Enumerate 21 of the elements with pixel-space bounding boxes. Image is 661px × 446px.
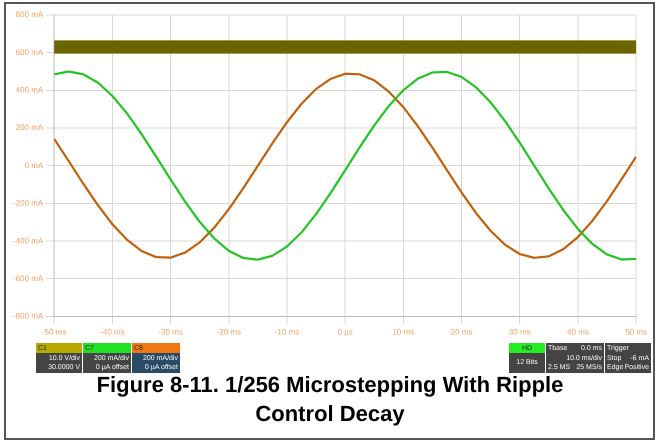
y-tick-label: 600 mA: [16, 48, 44, 57]
text: Figure 8-11. 1/256 Microstepping With Ripple Control Decay: [96, 371, 564, 428]
x-tick-label: 30 ms: [508, 327, 531, 336]
x-tick-label: 10 ms: [392, 327, 414, 336]
y-tick-label: -200 mA: [13, 198, 44, 208]
x-tick-label: 20 ms: [450, 327, 472, 336]
y-tick-label: 0 mA: [24, 160, 44, 170]
y-tick-label: -600 mA: [13, 274, 44, 283]
y-tick-label: 800 mA: [16, 10, 44, 20]
x-tick-label: -10 ms: [274, 327, 300, 336]
x-tick-label: -50 ms: [42, 327, 66, 336]
y-tick-label: 400 mA: [16, 86, 44, 95]
y-tick-label: -400 mA: [13, 236, 44, 246]
x-tick-label: 50 ms: [625, 327, 648, 336]
y-tick-label: 200 mA: [16, 123, 44, 132]
x-tick-label: 0 µs: [338, 327, 353, 336]
x-tick-label: -20 ms: [216, 327, 242, 336]
x-tick-label: -40 ms: [100, 327, 125, 336]
x-tick-label: -30 ms: [158, 327, 183, 336]
y-tick-label: -800 mA: [13, 312, 44, 321]
x-tick-label: 40 ms: [567, 327, 589, 336]
